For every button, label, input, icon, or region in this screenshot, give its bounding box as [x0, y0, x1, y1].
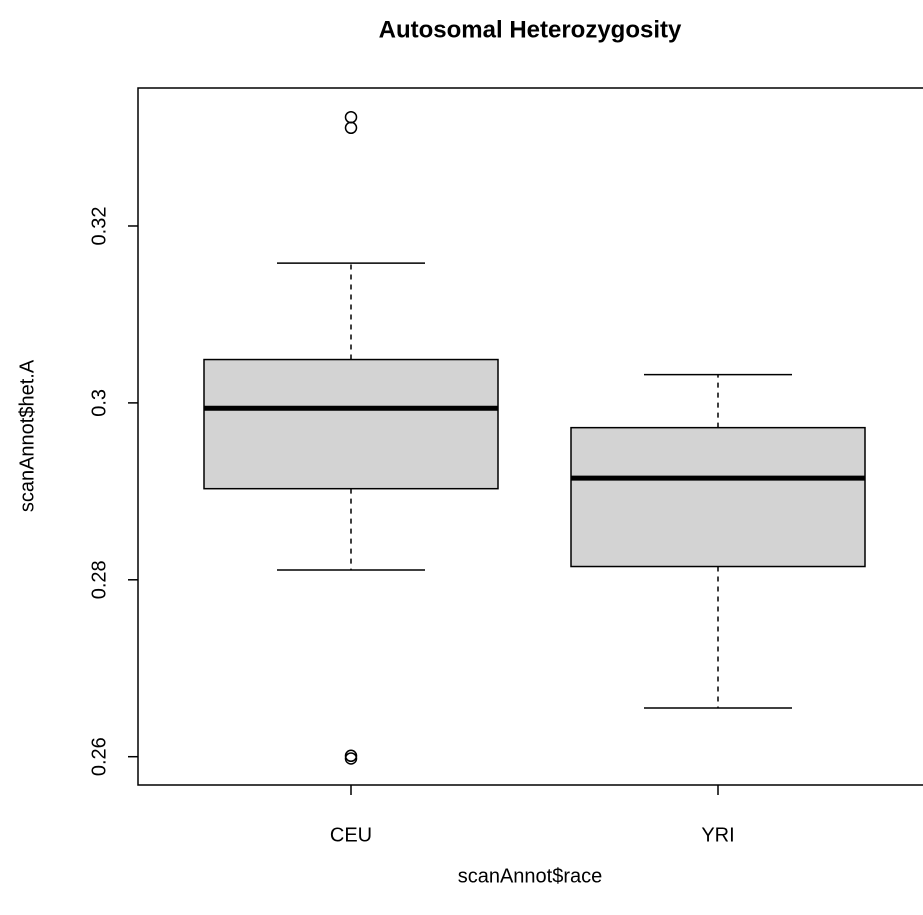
outlier — [344, 110, 358, 124]
y-axis-label: scanAnnot$het.A — [16, 359, 38, 512]
box — [203, 358, 499, 490]
chart-title: Autosomal Heterozygosity — [379, 16, 682, 43]
x-axis-label: scanAnnot$race — [458, 865, 603, 887]
outlier — [344, 121, 358, 135]
x-tick-label: YRI — [701, 824, 734, 846]
box — [570, 426, 866, 568]
y-tick-label: 0.32 — [88, 207, 110, 246]
outlier — [344, 752, 358, 765]
y-tick-label: 0.28 — [88, 560, 110, 599]
plot-frame — [137, 87, 923, 786]
x-tick-label: CEU — [330, 824, 372, 846]
y-tick-label: 0.3 — [88, 389, 110, 417]
outlier — [344, 749, 358, 763]
y-tick-label: 0.26 — [88, 737, 110, 776]
